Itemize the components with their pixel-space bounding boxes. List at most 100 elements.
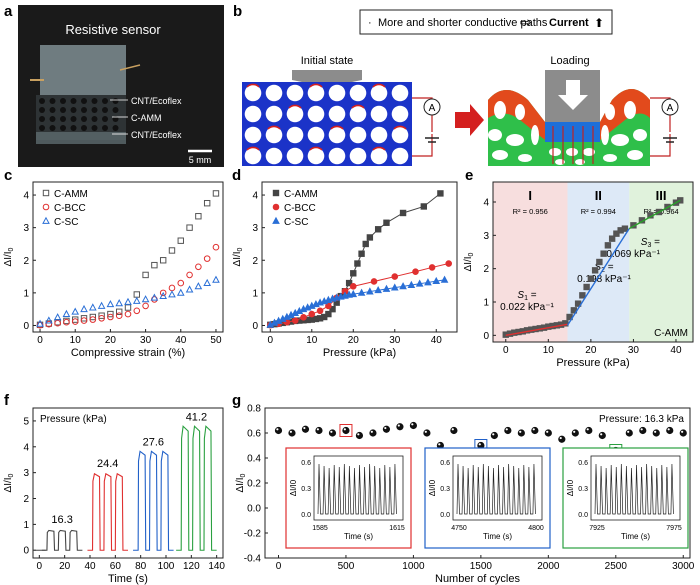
x-tick-label: 0: [37, 335, 43, 346]
data-point-C-AMM: [329, 305, 336, 313]
inset-y-tick: 0.3: [440, 486, 450, 493]
data-point-C-AMM: [579, 292, 586, 299]
layer-label-2: C-AMM: [131, 113, 162, 123]
cycle-point: [288, 429, 296, 437]
wire-right: [119, 64, 141, 71]
cycle-point-shine: [505, 428, 508, 431]
photo-title: Resistive sensor: [65, 22, 161, 37]
data-point-C-BCC: [195, 263, 202, 271]
x-tick-label: 30: [140, 335, 152, 346]
amm-hole: [60, 107, 66, 113]
amm-hole: [81, 107, 87, 113]
cycle-point: [396, 423, 404, 431]
lattice-pore: [349, 84, 367, 102]
y-tick-label: 0.0: [247, 504, 261, 515]
data-point-C-BCC: [107, 313, 114, 321]
amm-hole: [102, 98, 108, 104]
cycle-point: [517, 429, 525, 437]
data-point-C-SC: [36, 319, 44, 327]
data-point-C-AMM: [437, 190, 444, 197]
data-point-C-SC: [71, 307, 80, 315]
lattice-pore: [244, 147, 262, 165]
data-point-C-SC: [53, 313, 62, 321]
x-tick-label: 0: [268, 335, 274, 346]
panel-label-f: f: [4, 392, 10, 409]
pressure-annotation: Pressure: 16.3 kPa: [599, 414, 684, 425]
data-point-C-SC: [106, 300, 115, 308]
data-point-C-SC: [366, 287, 374, 295]
inset-x-label: Time (s): [621, 532, 650, 541]
data-point-C-AMM: [116, 308, 123, 315]
data-point-C-BCC: [308, 310, 316, 318]
initial-lattice-pores: [244, 83, 409, 165]
data-point-C-AMM: [80, 315, 88, 322]
y-tick-label: 0: [483, 331, 489, 342]
amm-hole: [91, 125, 98, 131]
y-tick-label: 0.4: [247, 454, 261, 465]
cycle-point-shine: [438, 443, 441, 446]
data-point-C-SC: [88, 303, 97, 311]
y-tick-label: 1: [252, 288, 258, 299]
lattice-pore: [370, 105, 388, 123]
cycle-point-shine: [586, 428, 589, 431]
y-axis-label: ΔI/I0: [3, 473, 15, 492]
panel-label-e: e: [465, 167, 473, 184]
lattice-pore: [370, 147, 388, 165]
cycle-point-shine: [478, 443, 481, 446]
deformed-pore: [492, 150, 508, 160]
cycle-point-shine: [492, 433, 495, 436]
region-r2-I: R² = 0.956: [513, 207, 548, 216]
inset-y-tick: 0.0: [301, 512, 311, 519]
cycle-point-shine: [546, 430, 549, 433]
y-tick-label: 4: [23, 442, 29, 453]
y-tick-label: -0.2: [244, 529, 262, 540]
inset-y-label: ΔI/I0: [566, 479, 575, 496]
region-r2-II: R² = 0.994: [581, 207, 616, 216]
lattice-pore: [307, 126, 325, 144]
pore-edge: [351, 104, 365, 109]
chart-f: 0 20 40 60 80 100 120 140 0 1 2 3 4 5 Time (s) ΔI/I0 Pre…: [3, 407, 225, 585]
x-tick-label: 30: [628, 345, 640, 356]
cycle-point-shine: [532, 428, 535, 431]
amm-hole-grid: [39, 98, 119, 131]
slope-label-III: S3 =: [641, 237, 660, 249]
y-tick-label: 2: [23, 256, 29, 267]
pore-edge: [393, 125, 407, 130]
data-point-C-BCC: [186, 271, 193, 279]
inset-plot-frame: [590, 455, 681, 521]
x-tick-label: 40: [431, 335, 443, 346]
legend-label-C-SC: C-SC: [54, 217, 78, 228]
data-point-C-SC: [124, 297, 132, 305]
x-axis-label: Pressure (kPa): [323, 347, 396, 359]
region-label-III: III: [656, 188, 667, 203]
data-point-C-SC: [115, 299, 124, 307]
plot-frame: [32, 407, 224, 559]
lattice-pore: [286, 126, 304, 144]
data-point-C-AMM: [374, 226, 382, 233]
y-axis-label: ΔI/I0: [3, 247, 15, 266]
highlight-box: [339, 424, 353, 437]
cycle-point: [544, 429, 552, 437]
data-point-C-AMM: [168, 247, 176, 254]
pulse-trace-24.4: [87, 472, 128, 551]
pulse-trace-41.2: [176, 425, 217, 551]
cycle-point-shine: [640, 428, 643, 431]
inset-y-tick: 0.0: [578, 512, 588, 519]
pulse-trace-16.3: [41, 529, 83, 551]
data-point-C-AMM: [362, 240, 369, 248]
amm-hole: [91, 98, 98, 104]
slope-value-III: 0.069 kPa⁻¹: [606, 249, 660, 260]
data-point-C-BCC: [212, 243, 220, 251]
data-point-C-BCC: [63, 318, 70, 326]
amm-hole: [112, 116, 119, 122]
amm-hole: [49, 107, 56, 113]
deformed-pore: [549, 148, 561, 156]
data-point-C-AMM: [583, 283, 590, 291]
plot-frame: [32, 181, 224, 333]
pulse-label-41.2: 41.2: [186, 412, 207, 424]
lattice-pore: [328, 84, 346, 102]
data-point-C-SC: [203, 278, 212, 286]
amm-hole: [39, 125, 45, 131]
panel-a-photo: Resistive sensor CNT/Ecoflex C-AMM CNT/E…: [18, 5, 224, 167]
amm-hole: [39, 107, 45, 113]
